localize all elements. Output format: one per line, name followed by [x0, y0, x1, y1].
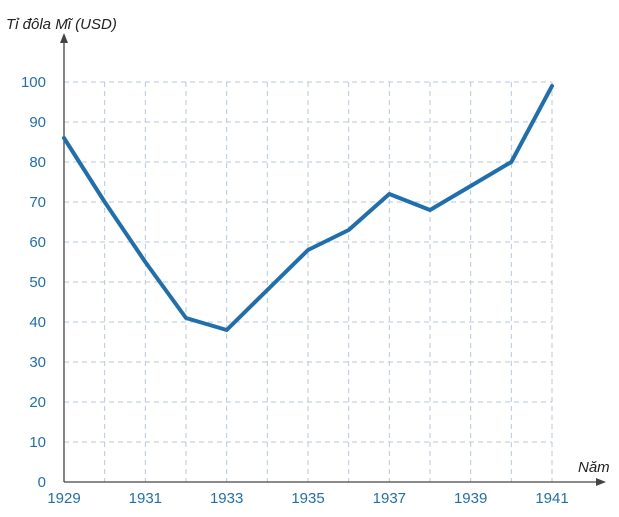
x-axis-arrow-icon [596, 478, 606, 486]
x-tick-label: 1929 [47, 490, 80, 507]
y-axis-title: Tỉ đôla Mĩ (USD) [6, 16, 117, 33]
x-tick-label: 1935 [291, 490, 324, 507]
y-tick-label: 50 [29, 274, 46, 291]
y-axis-arrow-icon [60, 33, 68, 43]
x-tick-label: 1933 [210, 490, 243, 507]
x-tick-label: 1941 [535, 490, 568, 507]
y-tick-label: 80 [29, 154, 46, 171]
x-tick-label: 1931 [129, 490, 162, 507]
y-tick-label: 70 [29, 194, 46, 211]
axes [60, 33, 606, 486]
y-tick-label: 30 [29, 354, 46, 371]
y-tick-label: 10 [29, 434, 46, 451]
y-tick-label: 40 [29, 314, 46, 331]
y-tick-label: 20 [29, 394, 46, 411]
y-tick-label: 0 [38, 474, 46, 491]
x-axis-title: Năm [578, 459, 610, 476]
y-tick-labels: 0 10 20 30 40 50 60 70 80 90 100 [21, 74, 46, 491]
y-tick-label: 90 [29, 114, 46, 131]
y-tick-label: 60 [29, 234, 46, 251]
x-tick-label: 1937 [373, 490, 406, 507]
series-layer [62, 84, 554, 332]
series-line [62, 84, 554, 332]
y-tick-label: 100 [21, 74, 46, 91]
grid [64, 81, 553, 482]
x-tick-label: 1939 [454, 490, 487, 507]
x-tick-labels: 1929 1931 1933 1935 1937 1939 1941 [47, 490, 568, 507]
